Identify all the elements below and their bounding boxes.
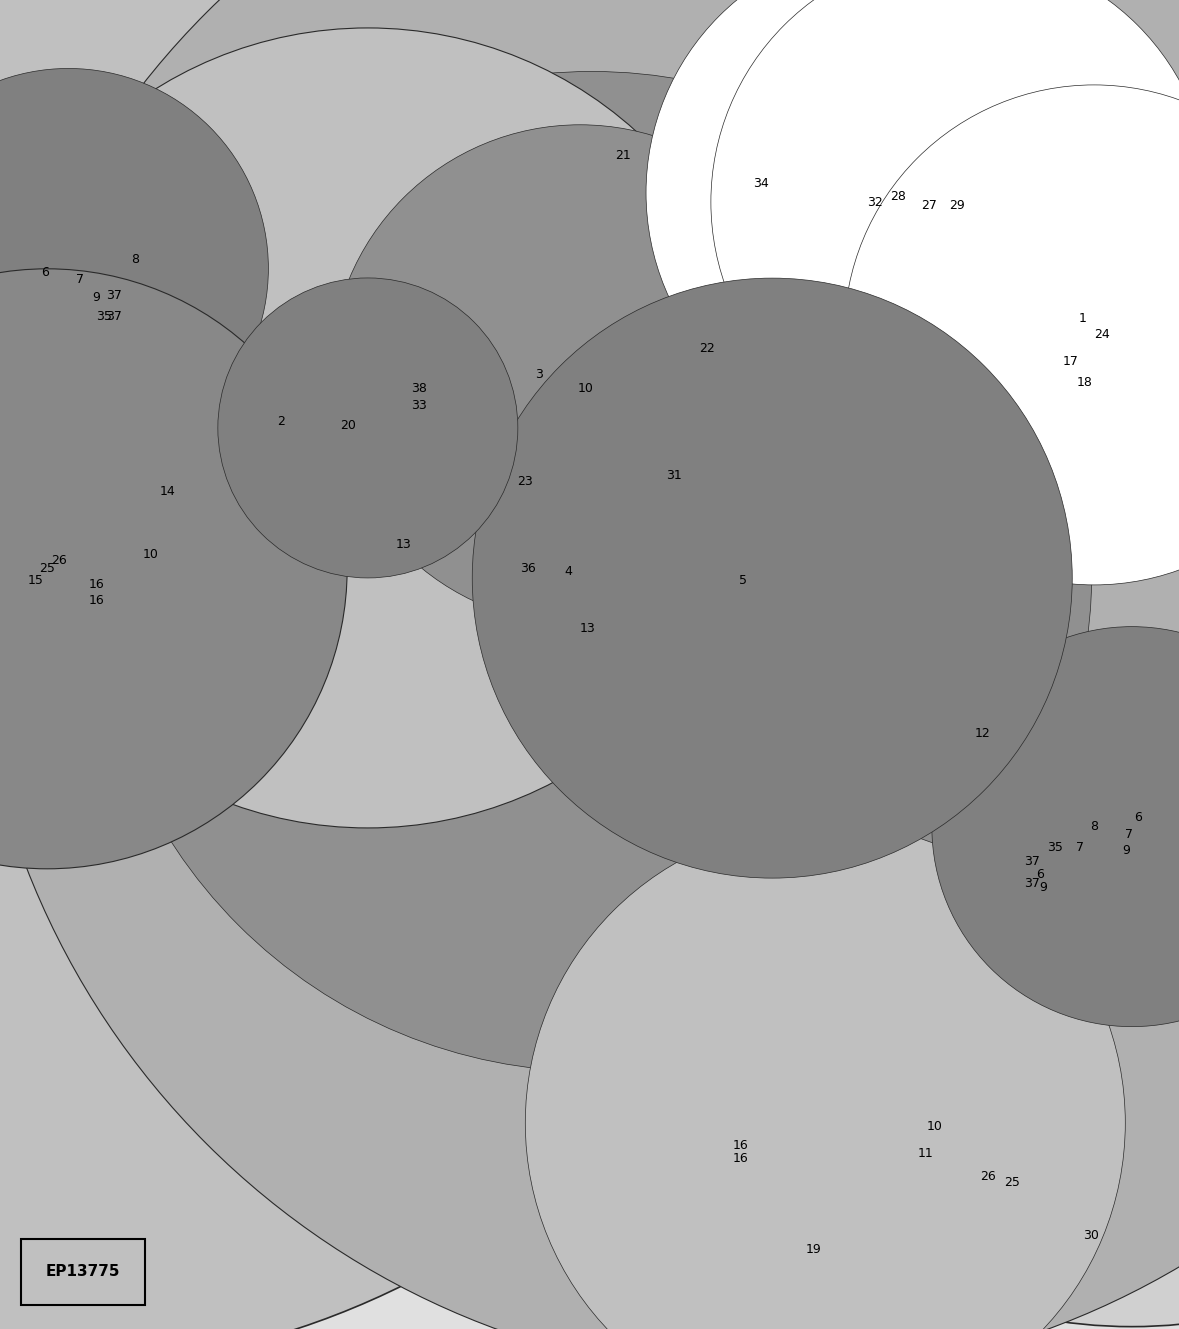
- Circle shape: [0, 190, 567, 990]
- Polygon shape: [768, 158, 785, 179]
- Polygon shape: [518, 144, 535, 165]
- Text: 21: 21: [614, 149, 631, 162]
- Circle shape: [667, 0, 1179, 762]
- Circle shape: [0, 120, 1179, 1329]
- Polygon shape: [646, 445, 684, 481]
- Text: 17: 17: [1062, 355, 1079, 368]
- Text: 6: 6: [41, 266, 48, 279]
- Circle shape: [92, 72, 1092, 1071]
- Text: 34: 34: [752, 177, 769, 190]
- Text: 7: 7: [77, 272, 84, 286]
- Circle shape: [549, 358, 1179, 1329]
- Polygon shape: [553, 146, 571, 167]
- Text: 25: 25: [1003, 1176, 1020, 1189]
- Polygon shape: [447, 140, 465, 161]
- Bar: [21, 1239, 145, 1305]
- Circle shape: [632, 327, 1179, 1326]
- Circle shape: [0, 0, 618, 789]
- Text: 23: 23: [516, 474, 533, 488]
- Circle shape: [844, 85, 1179, 585]
- Ellipse shape: [872, 590, 924, 638]
- Text: 35: 35: [1047, 841, 1063, 855]
- Ellipse shape: [420, 435, 476, 534]
- Text: 35: 35: [95, 310, 112, 323]
- Text: 37: 37: [106, 310, 123, 323]
- Ellipse shape: [639, 811, 752, 1183]
- Circle shape: [594, 0, 1179, 835]
- Text: 16: 16: [88, 594, 105, 607]
- Ellipse shape: [542, 833, 656, 1200]
- Circle shape: [140, 0, 841, 373]
- Text: 26: 26: [51, 554, 67, 567]
- Circle shape: [350, 0, 1150, 526]
- Circle shape: [479, 0, 1179, 609]
- Text: 16: 16: [732, 1152, 749, 1166]
- Polygon shape: [1049, 183, 1073, 205]
- Text: 6: 6: [1036, 868, 1043, 881]
- Circle shape: [0, 120, 1179, 1329]
- Ellipse shape: [27, 691, 157, 1005]
- Circle shape: [0, 120, 1179, 1329]
- Text: 24: 24: [1094, 328, 1111, 342]
- Text: 36: 36: [520, 562, 536, 575]
- Polygon shape: [1055, 1229, 1138, 1269]
- Polygon shape: [108, 401, 230, 494]
- Circle shape: [0, 0, 508, 690]
- Polygon shape: [875, 165, 893, 186]
- Circle shape: [461, 0, 1179, 702]
- Text: 37: 37: [106, 288, 123, 302]
- Text: 16: 16: [732, 1139, 749, 1152]
- Ellipse shape: [57, 762, 127, 934]
- Circle shape: [162, 0, 961, 443]
- Circle shape: [681, 517, 1179, 1216]
- Circle shape: [229, 457, 1179, 1329]
- Circle shape: [667, 0, 1179, 775]
- Circle shape: [608, 358, 1179, 1329]
- Polygon shape: [1082, 173, 1085, 229]
- Ellipse shape: [75, 429, 141, 488]
- Polygon shape: [898, 578, 990, 651]
- Polygon shape: [732, 157, 750, 178]
- Text: EP13775: EP13775: [46, 1264, 120, 1280]
- Polygon shape: [482, 142, 500, 163]
- Circle shape: [0, 0, 538, 766]
- Circle shape: [585, 358, 1179, 1329]
- Polygon shape: [838, 163, 856, 185]
- Circle shape: [0, 0, 968, 1168]
- Text: 7: 7: [1076, 841, 1084, 855]
- Circle shape: [309, 619, 1179, 1329]
- Polygon shape: [590, 148, 607, 169]
- Circle shape: [561, 358, 1179, 1329]
- Text: 2: 2: [277, 415, 284, 428]
- Ellipse shape: [12, 659, 172, 1037]
- Circle shape: [330, 125, 830, 625]
- Ellipse shape: [430, 447, 477, 530]
- Circle shape: [0, 187, 532, 987]
- Text: 10: 10: [927, 1120, 943, 1134]
- Circle shape: [80, 0, 1080, 874]
- Text: 33: 33: [410, 399, 427, 412]
- Circle shape: [0, 28, 768, 828]
- Circle shape: [400, 581, 1179, 1329]
- Circle shape: [0, 0, 597, 789]
- Circle shape: [0, 69, 269, 468]
- Ellipse shape: [613, 464, 660, 546]
- Text: 27: 27: [921, 199, 937, 213]
- Polygon shape: [625, 150, 643, 171]
- Circle shape: [573, 358, 1179, 1329]
- Ellipse shape: [554, 864, 644, 1170]
- Circle shape: [526, 823, 1125, 1329]
- Ellipse shape: [553, 459, 599, 541]
- Text: 11: 11: [917, 1147, 934, 1160]
- Text: 5: 5: [739, 574, 746, 587]
- Text: 20: 20: [340, 419, 356, 432]
